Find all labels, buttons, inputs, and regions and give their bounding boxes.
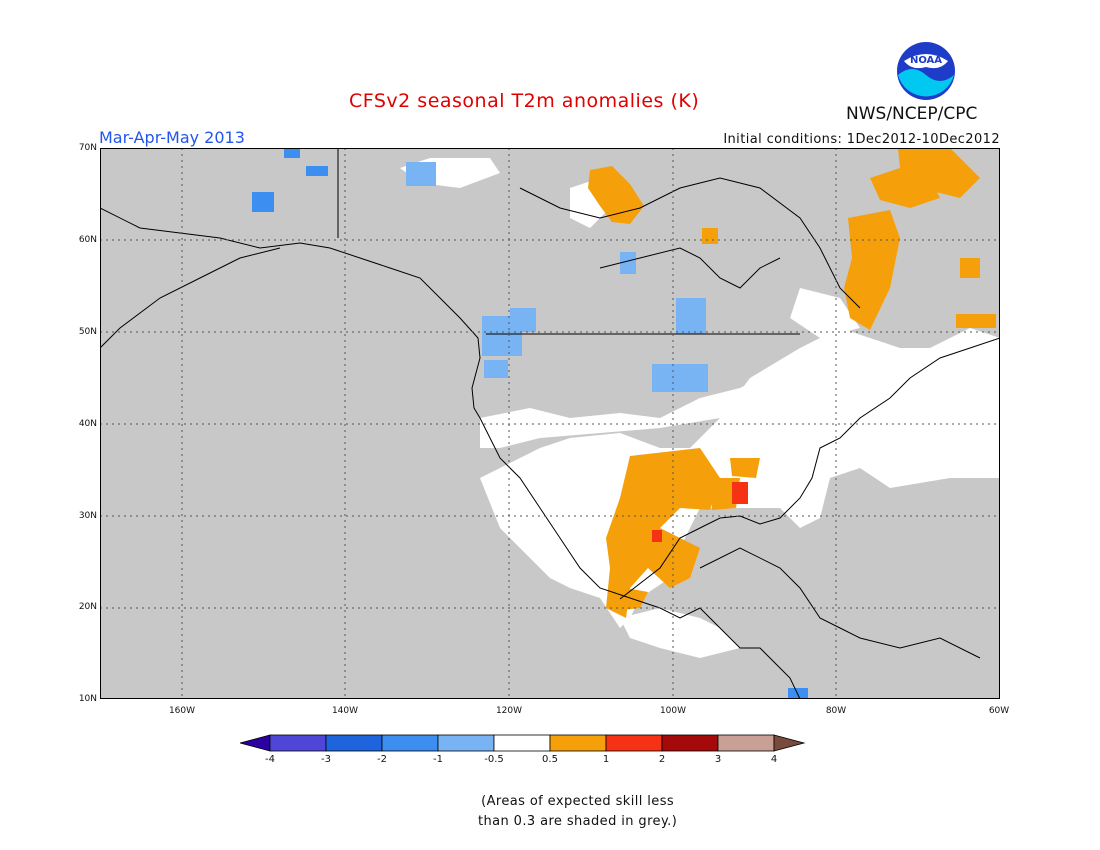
- colorbar-bin-6: [549, 734, 607, 752]
- colorbar-bin-5: [493, 734, 551, 752]
- colorbar-bin-8: [661, 734, 719, 752]
- colorbar-tick-label: 0.5: [542, 754, 558, 765]
- lat-label-50n: 50N: [78, 327, 97, 337]
- lat-label-60n: 60N: [78, 235, 97, 245]
- colorbar-tick-label: 3: [714, 754, 722, 765]
- lat-label-10n: 10N: [78, 694, 97, 704]
- colorbar-bin-3: [381, 734, 439, 752]
- lat-label-30n: 30N: [78, 511, 97, 521]
- skill-note-line1: (Areas of expected skill less: [481, 794, 675, 809]
- lon-label-60w: 60W: [988, 706, 1010, 716]
- agency-label: NWS/NCEP/CPC: [846, 104, 978, 124]
- cold-regions-dark: [252, 148, 808, 699]
- colorbar: [240, 734, 806, 752]
- lon-label-160w: 160W: [168, 706, 196, 716]
- lat-label-20n: 20N: [78, 602, 97, 612]
- skill-note: (Areas of expected skill less than 0.3 a…: [478, 792, 677, 832]
- initial-conditions: Initial conditions: 1Dec2012-10Dec2012: [723, 132, 1000, 147]
- colorbar-tick-label: -3: [321, 754, 331, 765]
- colorbar-tick-label: -2: [377, 754, 387, 765]
- colorbar-bin-10: [773, 734, 806, 752]
- skill-note-line2: than 0.3 are shaded in grey.): [478, 814, 678, 829]
- map-frame: [100, 148, 1000, 699]
- colorbar-tick-label: -0.5: [484, 754, 504, 765]
- anomaly-map: [100, 148, 1000, 699]
- colorbar-tick-label: -4: [265, 754, 275, 765]
- cold-regions: [406, 162, 708, 392]
- season-label: Mar-Apr-May 2013: [99, 128, 245, 147]
- colorbar-tick-label: 1: [602, 754, 610, 765]
- noaa-logo-text: NOAA: [910, 55, 942, 66]
- lat-label-40n: 40N: [78, 419, 97, 429]
- colorbar-bin-2: [325, 734, 383, 752]
- colorbar-bin-4: [437, 734, 495, 752]
- lon-label-80w: 80W: [825, 706, 847, 716]
- lon-label-100w: 100W: [659, 706, 687, 716]
- noaa-logo: NOAA: [897, 42, 955, 100]
- lon-label-140w: 140W: [331, 706, 359, 716]
- colorbar-tick-label: 2: [658, 754, 666, 765]
- colorbar-tick-label: -1: [433, 754, 443, 765]
- lat-label-70n: 70N: [78, 143, 97, 153]
- colorbar-bin-7: [605, 734, 663, 752]
- colorbar-bin-0: [240, 734, 271, 752]
- hot-regions: [652, 482, 748, 542]
- colorbar-bin-9: [717, 734, 775, 752]
- lon-label-120w: 120W: [495, 706, 523, 716]
- colorbar-tick-label: 4: [770, 754, 778, 765]
- colorbar-bin-1: [269, 734, 327, 752]
- chart-title: CFSv2 seasonal T2m anomalies (K): [349, 90, 700, 112]
- graticule: [100, 148, 1000, 699]
- coastlines: [100, 148, 1000, 699]
